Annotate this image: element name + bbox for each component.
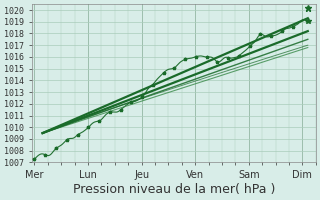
X-axis label: Pression niveau de la mer( hPa ): Pression niveau de la mer( hPa )	[73, 183, 275, 196]
